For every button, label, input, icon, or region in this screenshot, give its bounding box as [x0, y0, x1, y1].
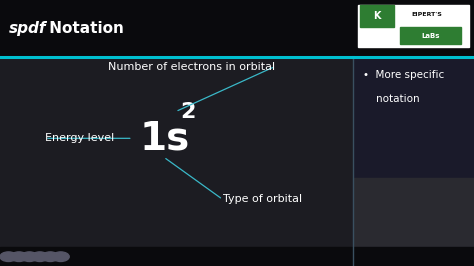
Text: Energy level: Energy level: [45, 133, 114, 143]
Text: Notation: Notation: [44, 21, 124, 36]
Text: Number of electrons in orbital: Number of electrons in orbital: [108, 61, 275, 72]
Bar: [0, 247, 474, 266]
Circle shape: [42, 252, 59, 261]
Text: 1s: 1s: [140, 119, 190, 157]
Bar: [400, 27, 462, 44]
Circle shape: [21, 252, 38, 261]
Text: EIPERT'S: EIPERT'S: [411, 12, 442, 17]
Text: spdf: spdf: [9, 21, 46, 36]
Text: K: K: [373, 11, 381, 21]
Circle shape: [31, 252, 48, 261]
Bar: [0, 0, 474, 57]
Text: •  More specific: • More specific: [363, 70, 444, 81]
Bar: [353, 57, 474, 266]
Text: 2: 2: [180, 102, 195, 122]
Text: LaBs: LaBs: [421, 33, 440, 39]
Circle shape: [10, 252, 27, 261]
Text: notation: notation: [363, 94, 419, 105]
Bar: [358, 5, 469, 47]
Bar: [360, 5, 393, 27]
Bar: [353, 178, 474, 266]
Circle shape: [0, 252, 17, 261]
Circle shape: [52, 252, 69, 261]
Text: Type of orbital: Type of orbital: [223, 194, 302, 205]
